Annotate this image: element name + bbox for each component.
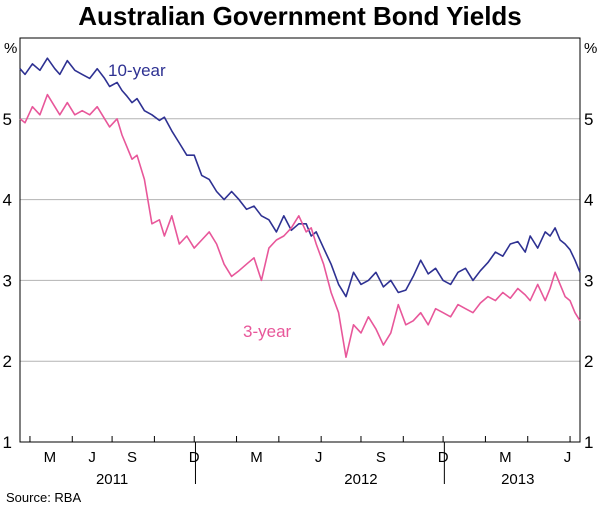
series-label-3-year: 3-year: [243, 322, 292, 341]
gridlines: [20, 118, 580, 362]
y-tick-right-2: 2: [584, 352, 593, 371]
y-tick-left-5: 5: [3, 110, 12, 129]
series-line-3-year: [19, 93, 581, 358]
y-unit-right: %: [584, 40, 597, 57]
y-tick-left-2: 2: [3, 352, 12, 371]
y-tick-right-3: 3: [584, 271, 593, 290]
x-year-label-2011: 2011: [96, 471, 128, 488]
x-year-label-2012: 2012: [344, 471, 377, 488]
series-layer: [19, 57, 581, 358]
x-month-label-2: S: [127, 449, 137, 466]
y-unit-left: %: [4, 40, 17, 57]
x-month-label-4: M: [250, 449, 263, 466]
y-tick-right-5: 5: [584, 110, 593, 129]
y-tick-right-4: 4: [584, 191, 593, 210]
series-label-10-year: 10-year: [108, 61, 166, 80]
series-line-10-year: [19, 57, 581, 298]
x-month-label-7: D: [438, 449, 449, 466]
plot-area-border: [19, 37, 581, 443]
x-month-label-6: S: [376, 449, 386, 466]
source-note: Source: RBA: [6, 490, 82, 505]
chart-title: Australian Government Bond Yields: [78, 1, 522, 31]
x-month-label-0: M: [44, 449, 57, 466]
x-month-label-8: M: [499, 449, 512, 466]
x-year-label-2013: 2013: [501, 471, 534, 488]
y-tick-right-1: 1: [584, 433, 593, 452]
x-month-label-9: J: [564, 449, 572, 466]
x-month-label-3: D: [189, 449, 200, 466]
y-tick-left-1: 1: [3, 433, 12, 452]
y-tick-left-4: 4: [3, 191, 12, 210]
y-tick-left-3: 3: [3, 271, 12, 290]
x-month-label-5: J: [315, 449, 323, 466]
x-month-label-1: J: [88, 449, 96, 466]
